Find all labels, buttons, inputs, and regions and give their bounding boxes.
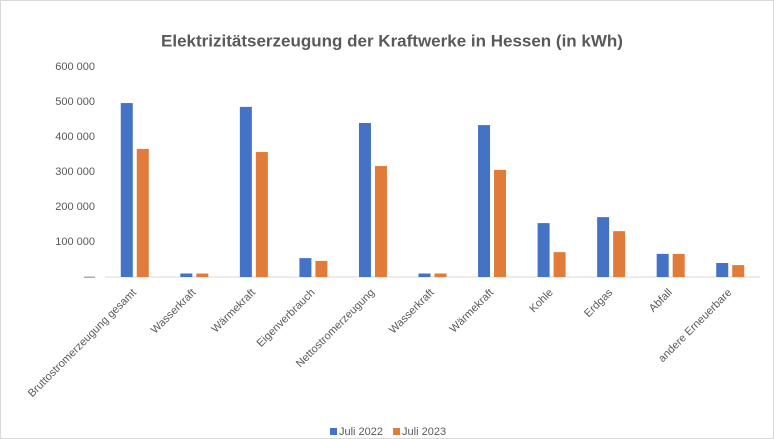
bar xyxy=(537,223,550,277)
bar xyxy=(597,217,610,277)
bar xyxy=(672,253,685,277)
y-tick-label: 300 000 xyxy=(55,166,95,178)
bar xyxy=(716,263,729,277)
legend-label: Juli 2023 xyxy=(402,426,446,438)
bar xyxy=(374,166,387,277)
bar xyxy=(299,258,312,277)
bar xyxy=(196,273,209,277)
bar xyxy=(255,152,268,277)
bar xyxy=(418,273,431,277)
legend-label: Juli 2022 xyxy=(339,426,383,438)
y-tick-label: 100 000 xyxy=(55,236,95,248)
bar xyxy=(315,260,328,277)
y-tick-label: 200 000 xyxy=(55,201,95,213)
bar xyxy=(434,273,447,277)
bar xyxy=(358,123,371,277)
bar xyxy=(478,125,491,277)
bar xyxy=(180,273,193,277)
legend-swatch xyxy=(393,428,401,435)
bar xyxy=(656,253,669,277)
bar xyxy=(613,231,626,277)
bar xyxy=(239,106,252,278)
y-tick-label: 400 000 xyxy=(55,131,95,143)
y-tick-label: 600 000 xyxy=(55,61,95,73)
bar xyxy=(136,148,149,277)
bar xyxy=(120,103,133,277)
chart-title: Elektrizitätserzeugung der Kraftwerke in… xyxy=(161,31,623,50)
bar xyxy=(732,265,745,277)
legend-swatch xyxy=(330,428,337,435)
bar xyxy=(494,169,507,277)
bar xyxy=(553,252,566,277)
y-tick-label: 500 000 xyxy=(55,96,95,108)
y-tick-label: — xyxy=(84,271,95,283)
